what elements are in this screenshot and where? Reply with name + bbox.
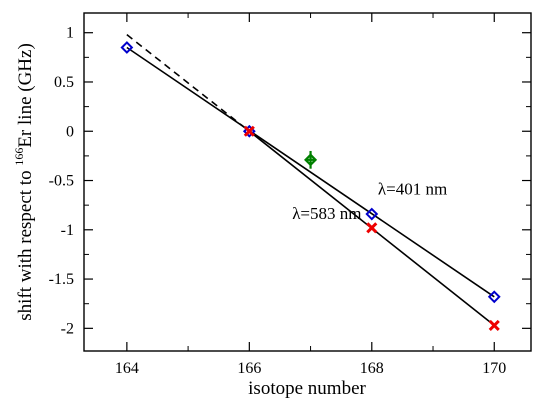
x-axis-title: isotope number [248, 378, 366, 399]
ticks [84, 13, 531, 351]
x-tick-label: 166 [237, 360, 261, 377]
y-tick-label: -0.5 [49, 173, 74, 190]
tick-labels: 164 166 168 170 1 0.5 0 -0.5 -1 -1.5 -2 [49, 25, 507, 377]
wavelength-annotation: λ=583 nm [292, 204, 361, 223]
diamond-point [120, 41, 134, 54]
y-tick-label: -1 [61, 222, 74, 239]
y-axis-title-prefix: shift with respect to [15, 166, 36, 321]
wavelength-annotation: λ=401 nm [378, 179, 447, 198]
diamond-point-green [304, 153, 318, 167]
plot-frame [83, 12, 532, 352]
y-tick-label: 0.5 [54, 74, 74, 91]
y-axis-title-suffix: Er line (GHz) [15, 43, 36, 147]
diamond-point [365, 207, 379, 221]
x-tick-label: 164 [115, 360, 139, 377]
x-tick-label: 170 [482, 360, 506, 377]
cross-point [243, 125, 255, 137]
cross-point [488, 319, 500, 331]
annotations: λ=401 nm λ=583 nm [292, 179, 447, 223]
y-axis-title: shift with respect to 166Er line (GHz) [12, 43, 36, 321]
y-tick-label: -2 [61, 320, 74, 337]
dashed-fit-line [126, 34, 250, 132]
diamond-point [487, 290, 501, 304]
x-tick-label: 168 [360, 360, 384, 377]
y-tick-label: -1.5 [49, 271, 74, 288]
y-tick-label: 1 [66, 25, 74, 42]
fit-line [126, 46, 495, 298]
y-axis-title-sup: 166 [12, 148, 26, 166]
cross-point [366, 222, 378, 234]
y-tick-label: 0 [66, 123, 74, 140]
markers [120, 41, 501, 331]
